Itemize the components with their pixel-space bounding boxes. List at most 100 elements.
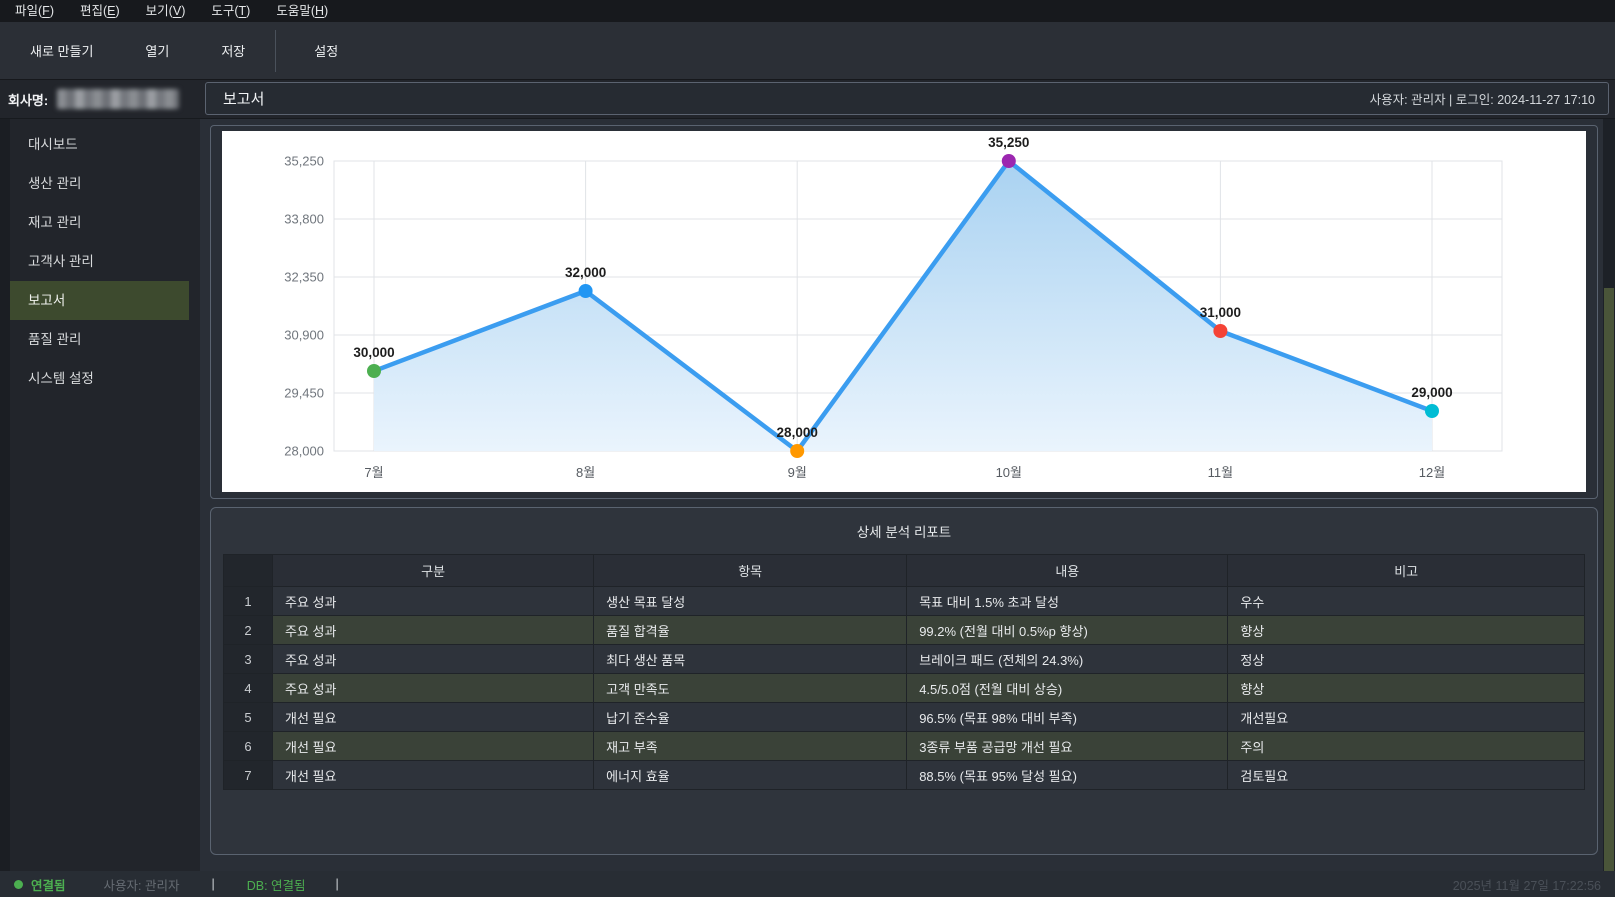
production-trend-chart: 28,000 29,450 30,900 32,350 33,800 35,250 7월 8월…	[222, 131, 1586, 492]
table-cell: 향상	[1227, 615, 1585, 645]
db-status: DB: 연결됨	[246, 878, 306, 893]
table-cell: 브레이크 패드 (전체의 24.3%)	[906, 644, 1229, 674]
table-row: 6 개선 필요 재고 부족 3종류 부품 공급망 개선 필요 주의	[223, 731, 1585, 761]
svg-text:28,000: 28,000	[284, 444, 324, 459]
row-number-cell: 2	[223, 615, 273, 645]
column-header: 구분	[271, 554, 595, 587]
table-cell: 주요 성과	[271, 615, 595, 645]
report-table: 구분 항목 내용 비고 1 주요 성과 생산 목표 달성 목표 대비 1.5% 초과 달성 우…	[223, 554, 1585, 790]
svg-text:35,250: 35,250	[284, 154, 324, 169]
svg-text:29,450: 29,450	[284, 386, 324, 401]
svg-text:11월: 11월	[1208, 465, 1233, 480]
company-section: 회사명:	[0, 80, 200, 118]
company-name-redacted	[57, 89, 180, 109]
connection-status-icon	[14, 879, 23, 889]
table-cell: 고객 만족도	[593, 673, 908, 703]
sidebar-item[interactable]: 재고 관리	[28, 215, 82, 230]
table-cell: 88.5% (목표 95% 달성 필요)	[906, 760, 1229, 790]
line-chart-svg: 28,000 29,450 30,900 32,350 33,800 35,250 7월 8월…	[222, 131, 1586, 492]
sidebar-item[interactable]: 생산 관리	[28, 176, 82, 191]
sidebar-left-strip	[0, 119, 10, 871]
table-row: 4 주요 성과 고객 만족도 4.5/5.0점 (전월 대비 상승) 향상	[223, 673, 1585, 703]
svg-text:33,800: 33,800	[284, 212, 324, 227]
status-bar: 연결됨 사용자: 관리자 | DB: 연결됨 | 2025년 11월 27일 1…	[0, 871, 1615, 897]
page-title: 보고서	[223, 91, 265, 108]
sidebar-item[interactable]: 시스템 설정	[28, 371, 94, 386]
sidebar-item[interactable]: 보고서	[10, 281, 189, 320]
toolbar-button[interactable]: 열기	[123, 29, 191, 72]
svg-text:30,000: 30,000	[353, 345, 394, 360]
sidebar-item[interactable]: 대시보드	[28, 137, 78, 152]
svg-text:9월: 9월	[788, 465, 807, 480]
row-number-cell: 1	[223, 586, 273, 616]
menu-item[interactable]: 편집(E)	[79, 4, 120, 18]
company-label: 회사명:	[8, 92, 49, 108]
status-clock: 2025년 11월 27일 17:22:56	[1452, 878, 1601, 893]
table-cell: 주요 성과	[271, 586, 595, 616]
svg-text:29,000: 29,000	[1411, 385, 1452, 400]
sidebar-item[interactable]: 고객사 관리	[28, 254, 94, 269]
scrollbar-thumb[interactable]	[1604, 288, 1614, 871]
menu-bar: 파일(F) 편집(E) 보기(V) 도구(T) 도움말(H)	[0, 0, 1615, 22]
table-cell: 검토필요	[1227, 760, 1585, 790]
report-title: 상세 분석 리포트	[856, 525, 952, 540]
table-cell: 정상	[1227, 644, 1585, 674]
menu-item[interactable]: 도구(T)	[211, 4, 251, 18]
table-cell: 목표 대비 1.5% 초과 달성	[906, 586, 1229, 616]
row-number-cell: 5	[223, 702, 273, 732]
toolbar-button[interactable]: 저장	[199, 29, 267, 72]
menu-item[interactable]: 보기(V)	[145, 4, 186, 18]
table-cell: 우수	[1227, 586, 1585, 616]
chart-panel: 28,000 29,450 30,900 32,350 33,800 35,250 7월 8월…	[210, 125, 1598, 499]
table-cell: 에너지 효율	[593, 760, 908, 790]
row-number-cell: 3	[223, 644, 273, 674]
svg-text:30,900: 30,900	[284, 328, 324, 343]
table-cell: 최다 생산 품목	[593, 644, 908, 674]
status-separator: |	[335, 877, 339, 891]
table-cell: 품질 합격율	[593, 615, 908, 645]
column-header	[223, 554, 273, 587]
column-header: 항목	[593, 554, 908, 587]
svg-text:7월: 7월	[364, 465, 383, 480]
svg-text:10월: 10월	[996, 465, 1022, 480]
menu-item[interactable]: 도움말(H)	[276, 4, 329, 18]
column-header: 내용	[906, 554, 1229, 587]
table-row: 1 주요 성과 생산 목표 달성 목표 대비 1.5% 초과 달성 우수	[223, 586, 1585, 616]
svg-text:35,250: 35,250	[988, 135, 1029, 150]
connection-status: 연결됨	[31, 878, 66, 893]
table-cell: 개선 필요	[271, 760, 595, 790]
user-login-info: 사용자: 관리자 | 로그인: 2024-11-27 17:10	[1369, 93, 1595, 107]
table-row: 5 개선 필요 납기 준수율 96.5% (목표 98% 대비 부족) 개선필요	[223, 702, 1585, 732]
row-number-cell: 4	[223, 673, 273, 703]
table-cell: 개선필요	[1227, 702, 1585, 732]
report-panel: 상세 분석 리포트 구분 항목 내용 비고 1 주요 성과 생산 목표 달성 목표 대비 1…	[210, 507, 1598, 855]
row-number-cell: 6	[223, 731, 273, 761]
toolbar-button[interactable]: 설정	[292, 29, 360, 72]
svg-text:31,000: 31,000	[1200, 305, 1241, 320]
menu-item[interactable]: 파일(F)	[15, 4, 54, 18]
table-row: 2 주요 성과 품질 합격율 99.2% (전월 대비 0.5%p 향상) 향상	[223, 615, 1585, 645]
table-cell: 주요 성과	[271, 644, 595, 674]
svg-text:12월: 12월	[1419, 465, 1445, 480]
table-header-row: 구분 항목 내용 비고	[223, 554, 1585, 587]
main-content: 28,000 29,450 30,900 32,350 33,800 35,250 7월 8월…	[200, 119, 1603, 871]
table-cell: 주의	[1227, 731, 1585, 761]
table-cell: 3종류 부품 공급망 개선 필요	[906, 731, 1229, 761]
toolbar-divider	[275, 29, 277, 72]
column-header: 비고	[1227, 554, 1585, 587]
toolbar-button[interactable]: 새로 만들기	[8, 29, 115, 72]
table-row: 7 개선 필요 에너지 효율 88.5% (목표 95% 달성 필요) 검토필요	[223, 760, 1585, 790]
table-cell: 생산 목표 달성	[593, 586, 908, 616]
vertical-scrollbar[interactable]	[1603, 119, 1615, 871]
svg-text:28,000: 28,000	[777, 425, 818, 440]
row-number-cell: 7	[223, 760, 273, 790]
table-row: 3 주요 성과 최다 생산 품목 브레이크 패드 (전체의 24.3%) 정상	[223, 644, 1585, 674]
sidebar-item[interactable]: 품질 관리	[28, 332, 82, 347]
table-cell: 4.5/5.0점 (전월 대비 상승)	[906, 673, 1229, 703]
table-cell: 개선 필요	[271, 731, 595, 761]
status-separator: |	[211, 877, 215, 891]
status-user: 사용자: 관리자	[103, 878, 180, 893]
